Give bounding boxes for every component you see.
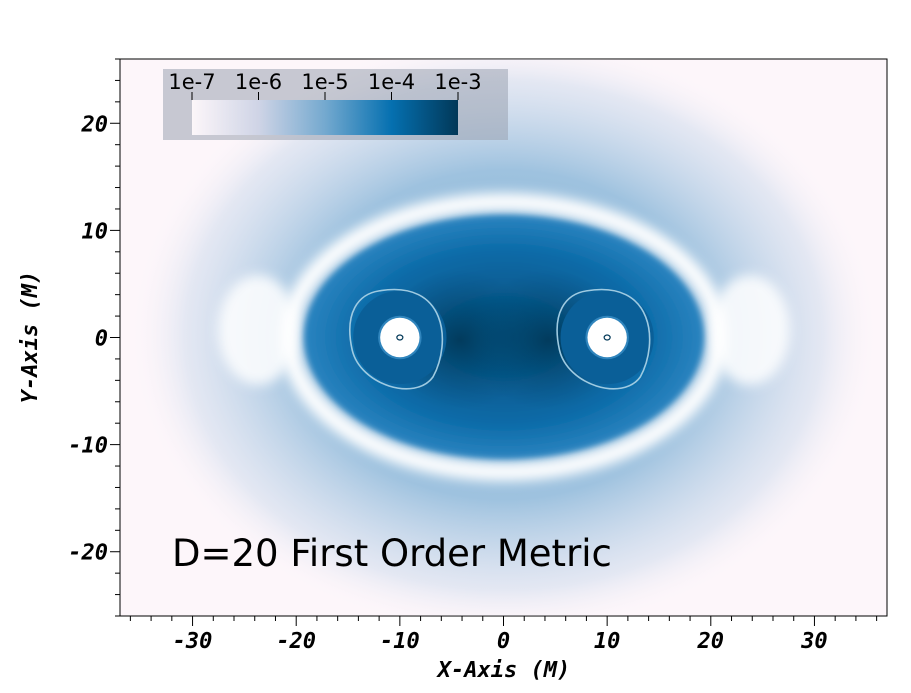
contour-line bbox=[349, 288, 444, 390]
y-tick-label: 10 bbox=[82, 219, 109, 244]
y-axis-title: Y-Axis (M) bbox=[18, 271, 43, 403]
x-tick-label: -30 bbox=[173, 629, 213, 654]
colorbar-tick-label: 1e-5 bbox=[301, 70, 348, 94]
x-axis-title: X-Axis (M) bbox=[436, 658, 570, 683]
y-tick-label: -20 bbox=[68, 541, 108, 566]
source-hole bbox=[587, 317, 627, 358]
x-tick-label: 0 bbox=[497, 629, 510, 654]
source-hole bbox=[380, 317, 420, 358]
x-axis: -30 -20 -10 0 10 20 30 bbox=[129, 616, 878, 654]
colorbar-tick-label: 1e-6 bbox=[235, 70, 282, 94]
colorbar: 1e-7 1e-6 1e-5 1e-4 1e-3 bbox=[163, 69, 508, 140]
x-tick-label: 30 bbox=[800, 629, 828, 654]
colorbar-gradient bbox=[192, 100, 458, 135]
y-tick-label: 20 bbox=[81, 112, 109, 137]
colorbar-tick-label: 1e-7 bbox=[168, 70, 215, 94]
x-tick-label: -20 bbox=[276, 629, 316, 654]
x-tick-label: 20 bbox=[697, 629, 725, 654]
colorbar-tick-label: 1e-4 bbox=[368, 70, 415, 94]
y-axis: -20 -10 0 10 20 bbox=[68, 58, 120, 617]
contour-line bbox=[556, 288, 651, 390]
y-tick-label: -10 bbox=[68, 434, 108, 459]
source-center-marker bbox=[603, 334, 611, 341]
source-2 bbox=[556, 288, 654, 390]
annotation: D=20 First Order Metric bbox=[172, 532, 612, 575]
x-tick-label: 10 bbox=[594, 629, 621, 654]
x-tick-label: -10 bbox=[380, 629, 420, 654]
source-center-marker bbox=[396, 334, 404, 341]
heatmap-field bbox=[129, 59, 879, 616]
colorbar-tick-label: 1e-3 bbox=[434, 70, 481, 94]
source-1 bbox=[349, 288, 447, 390]
y-tick-label: 0 bbox=[95, 327, 108, 352]
